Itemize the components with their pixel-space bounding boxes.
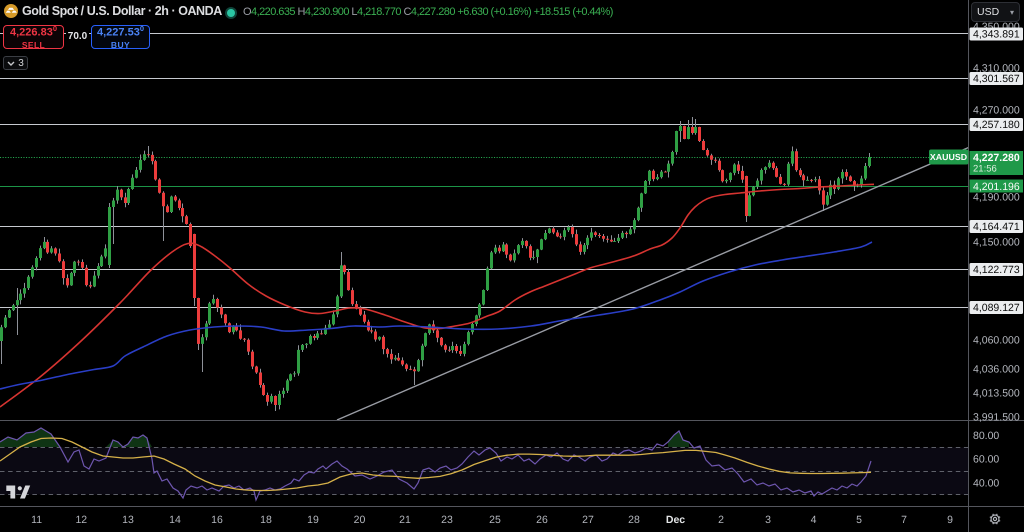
- svg-text:12: 12: [75, 514, 87, 526]
- svg-text:4,190.000: 4,190.000: [973, 192, 1020, 204]
- svg-text:20: 20: [354, 514, 366, 526]
- svg-text:5: 5: [856, 514, 862, 526]
- svg-text:4,164.471: 4,164.471: [973, 221, 1020, 233]
- svg-text:4,343.891: 4,343.891: [973, 29, 1020, 41]
- svg-text:4,060.000: 4,060.000: [973, 335, 1020, 347]
- svg-text:26: 26: [536, 514, 548, 526]
- svg-text:21:56: 21:56: [973, 164, 997, 175]
- svg-text:4,257.180: 4,257.180: [973, 119, 1020, 131]
- svg-text:4,301.567: 4,301.567: [973, 73, 1020, 85]
- svg-text:4,227.280: 4,227.280: [973, 152, 1020, 164]
- svg-text:7: 7: [901, 514, 907, 526]
- svg-text:4,201.196: 4,201.196: [973, 181, 1020, 193]
- svg-text:16: 16: [211, 514, 223, 526]
- svg-text:4,089.127: 4,089.127: [973, 302, 1020, 314]
- svg-text:4,122.773: 4,122.773: [973, 264, 1020, 276]
- svg-text:4,150.000: 4,150.000: [973, 237, 1020, 249]
- svg-text:9: 9: [947, 514, 953, 526]
- svg-text:3,991.500: 3,991.500: [973, 412, 1020, 424]
- svg-text:2: 2: [718, 514, 724, 526]
- svg-text:23: 23: [441, 514, 453, 526]
- svg-text:4,013.500: 4,013.500: [973, 388, 1020, 400]
- svg-text:4,036.000: 4,036.000: [973, 364, 1020, 376]
- svg-text:4,310.000: 4,310.000: [973, 63, 1020, 75]
- svg-text:27: 27: [582, 514, 594, 526]
- svg-text:25: 25: [489, 514, 501, 526]
- svg-text:4: 4: [811, 514, 817, 526]
- svg-text:3: 3: [765, 514, 771, 526]
- svg-text:Dec: Dec: [666, 514, 685, 526]
- svg-text:40.00: 40.00: [973, 478, 999, 490]
- svg-text:28: 28: [628, 514, 640, 526]
- svg-text:80.00: 80.00: [973, 430, 999, 442]
- svg-text:19: 19: [307, 514, 319, 526]
- svg-text:11: 11: [31, 514, 42, 526]
- svg-text:21: 21: [399, 514, 411, 526]
- svg-text:4,270.000: 4,270.000: [973, 105, 1020, 117]
- svg-text:XAUUSD: XAUUSD: [930, 152, 967, 162]
- svg-text:60.00: 60.00: [973, 454, 999, 466]
- svg-text:13: 13: [122, 514, 134, 526]
- svg-text:14: 14: [169, 514, 181, 526]
- svg-text:18: 18: [260, 514, 272, 526]
